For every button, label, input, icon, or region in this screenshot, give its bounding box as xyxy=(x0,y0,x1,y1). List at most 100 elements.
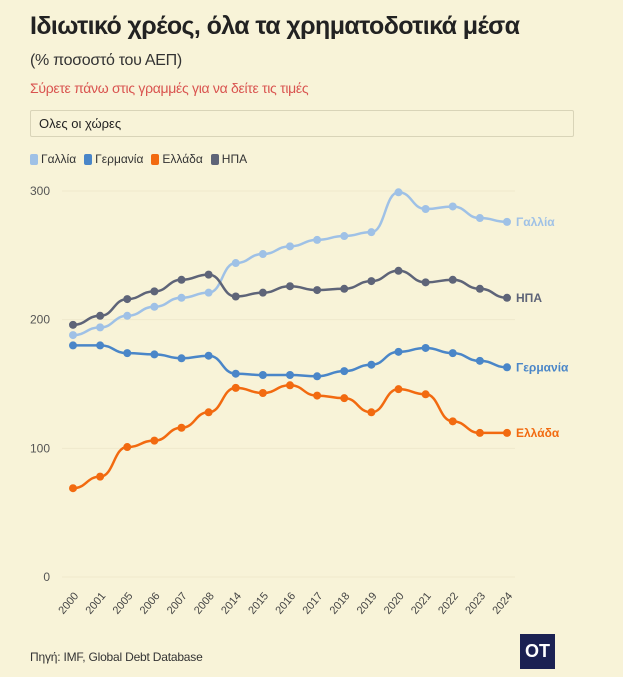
legend-item[interactable]: ΗΠΑ xyxy=(210,152,247,166)
y-tick-label: 0 xyxy=(43,570,50,584)
x-tick-label: 2016 xyxy=(273,590,298,616)
ot-logo: OT xyxy=(520,634,555,669)
legend-item[interactable]: Γαλλία xyxy=(30,152,76,166)
data-point xyxy=(96,472,105,481)
legend-item[interactable]: Γερμανία xyxy=(84,152,143,166)
data-point xyxy=(96,311,105,320)
x-tick-label: 2022 xyxy=(436,590,461,616)
data-point xyxy=(313,286,322,295)
x-tick-label: 2005 xyxy=(111,590,136,616)
data-point xyxy=(340,232,349,241)
legend-item[interactable]: Ελλάδα xyxy=(151,152,203,166)
y-tick-label: 100 xyxy=(30,441,50,455)
data-point xyxy=(313,372,322,381)
data-point xyxy=(258,389,267,398)
series-end-label: Ελλάδα xyxy=(516,426,560,440)
chart-title: Ιδιωτικό χρέος, όλα τα χρηματοδοτικά μέσ… xyxy=(30,12,520,40)
data-point xyxy=(150,350,159,359)
data-point xyxy=(448,417,457,426)
hover-hint: Σύρετε πάνω στις γραμμές για να δείτε τι… xyxy=(30,80,309,96)
logo-text: OT xyxy=(525,641,550,661)
data-point xyxy=(123,443,132,452)
data-point xyxy=(475,428,484,437)
data-point xyxy=(123,349,132,358)
data-point xyxy=(448,202,457,211)
data-point xyxy=(69,320,77,329)
x-tick-label: 2014 xyxy=(219,590,244,616)
data-point xyxy=(340,367,349,376)
legend: Γαλλία Γερμανία Ελλάδα ΗΠΑ xyxy=(30,152,247,166)
data-point xyxy=(475,214,484,223)
data-point xyxy=(503,217,511,226)
data-point xyxy=(448,275,457,284)
data-point xyxy=(204,288,213,297)
series-end-label: Γαλλία xyxy=(516,215,555,229)
chart-subtitle: (% ποσοστό του ΑΕΠ) xyxy=(30,52,182,69)
x-tick-label: 2006 xyxy=(138,590,163,616)
data-point xyxy=(258,288,267,297)
data-point xyxy=(96,341,105,350)
data-point xyxy=(150,302,159,311)
x-tick-label: 2008 xyxy=(192,590,217,616)
data-point xyxy=(204,351,213,360)
series-line-0 xyxy=(72,191,508,337)
data-point xyxy=(177,423,186,432)
data-point xyxy=(258,370,267,379)
data-point xyxy=(340,394,349,403)
data-point xyxy=(231,383,240,392)
data-point xyxy=(367,277,376,286)
x-tick-label: 2000 xyxy=(56,590,81,616)
data-point xyxy=(367,360,376,369)
data-point xyxy=(421,278,430,287)
x-tick-label: 2001 xyxy=(83,590,108,616)
legend-swatch-icon xyxy=(84,153,93,165)
x-tick-label: 2019 xyxy=(355,590,380,616)
data-point xyxy=(204,408,213,417)
data-point xyxy=(340,284,349,293)
x-tick-label: 2021 xyxy=(409,590,434,616)
data-point xyxy=(286,370,294,379)
data-point xyxy=(313,235,322,244)
data-point xyxy=(367,408,376,417)
legend-swatch-icon xyxy=(151,153,160,165)
data-point xyxy=(421,205,430,214)
series-end-label: ΗΠΑ xyxy=(516,291,542,305)
x-tick-label: 2007 xyxy=(165,590,190,616)
data-point xyxy=(503,428,511,437)
data-point xyxy=(204,270,213,279)
data-point xyxy=(150,436,159,445)
data-point xyxy=(394,188,403,197)
data-point xyxy=(96,323,105,332)
data-point xyxy=(421,343,430,352)
data-point xyxy=(394,385,403,394)
data-point xyxy=(503,363,511,372)
data-point xyxy=(367,228,376,237)
data-point xyxy=(177,275,186,284)
x-tick-label: 2015 xyxy=(246,590,271,616)
data-point xyxy=(475,356,484,365)
data-point xyxy=(69,484,77,493)
data-point xyxy=(258,250,267,259)
data-point xyxy=(475,284,484,293)
data-point xyxy=(231,259,240,268)
legend-label: Γαλλία xyxy=(41,152,77,166)
x-tick-label: 2018 xyxy=(328,590,353,616)
data-point xyxy=(231,292,240,301)
legend-label: Ελλάδα xyxy=(162,152,203,166)
y-tick-label: 300 xyxy=(30,184,50,198)
series-end-label: Γερμανία xyxy=(516,360,569,374)
country-filter-dropdown[interactable]: Ολες οι χώρες xyxy=(30,110,574,137)
data-point xyxy=(503,293,511,302)
data-point xyxy=(313,391,322,400)
x-tick-label: 2017 xyxy=(300,590,325,616)
x-tick-label: 2020 xyxy=(382,590,407,616)
data-point xyxy=(448,349,457,358)
data-point xyxy=(231,369,240,378)
y-tick-label: 200 xyxy=(30,313,50,327)
series-line-2 xyxy=(72,384,507,490)
data-point xyxy=(286,242,294,251)
data-point xyxy=(123,311,132,320)
data-point xyxy=(69,331,77,340)
data-point xyxy=(69,341,77,350)
